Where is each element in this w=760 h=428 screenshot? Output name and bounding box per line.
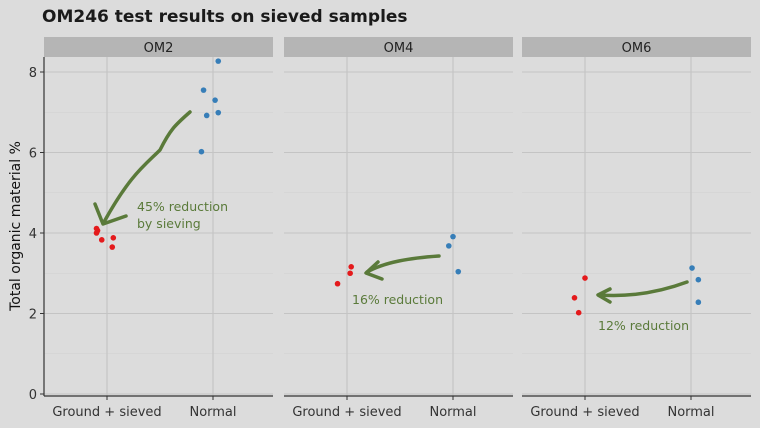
data-point-normal (203, 112, 210, 119)
annotation-text: 16% reduction (352, 292, 443, 307)
panel-om4: OM4 Ground + sieved Normal 16% reduction (284, 37, 513, 420)
x-tick-label: Normal (189, 405, 236, 420)
data-point-ground-sieved (98, 237, 105, 243)
chart-title: OM246 test results on sieved samples (42, 7, 408, 27)
data-point-normal (455, 268, 462, 275)
data-point-normal (212, 97, 218, 103)
annotation-text: 45% reduction (137, 199, 228, 214)
panel-om2: OM2 Ground + sieved Normal 0 2 4 6 8 45% reducti… (29, 37, 273, 420)
data-point-normal (198, 148, 205, 155)
data-point-normal (200, 87, 207, 93)
data-point-normal (215, 58, 222, 64)
annotation-text: by sieving (137, 216, 201, 231)
data-point-ground-sieved (575, 309, 582, 316)
data-point-ground-sieved (110, 235, 117, 241)
y-tick-label: 4 (29, 227, 37, 242)
annotation-arrowhead (596, 287, 612, 304)
facet-strip (284, 37, 513, 57)
annotation-arrow (598, 280, 689, 298)
facet-strip (522, 37, 751, 57)
panel-om6: OM6 Ground + sieved Normal 12% reduction (522, 37, 751, 420)
y-tick-label: 6 (29, 147, 37, 162)
data-point-normal (450, 233, 456, 240)
x-tick-label: Normal (667, 405, 714, 420)
data-point-ground-sieved (348, 264, 355, 270)
data-point-normal (215, 109, 222, 116)
data-point-ground-sieved (571, 295, 578, 301)
y-tick-label: 2 (29, 308, 37, 323)
facet-strip-label: OM2 (144, 41, 174, 56)
data-point-ground-sieved (109, 244, 116, 250)
facet-strip-label: OM6 (622, 41, 652, 56)
data-point-normal (689, 265, 695, 271)
x-tick-label: Ground + sieved (52, 405, 161, 420)
data-point-normal (446, 243, 452, 249)
data-point-normal (695, 276, 702, 283)
data-point-ground-sieved (334, 280, 341, 287)
x-tick-label: Ground + sieved (530, 405, 639, 420)
x-tick-label: Ground + sieved (292, 405, 401, 420)
y-tick-label: 0 (29, 388, 37, 403)
facet-strip (44, 37, 273, 57)
annotation-text: 12% reduction (598, 318, 689, 333)
facet-strip-label: OM4 (384, 41, 414, 56)
data-point-ground-sieved (347, 270, 353, 277)
x-tick-label: Normal (429, 405, 476, 420)
data-point-ground-sieved (582, 275, 588, 281)
annotation-arrowhead (93, 202, 128, 226)
data-point-ground-sieved (93, 230, 100, 236)
y-tick-label: 8 (29, 66, 37, 81)
y-axis-label: Total organic material % (8, 141, 24, 312)
annotation-arrow (102, 110, 192, 224)
annotation-arrowhead (364, 260, 384, 281)
data-point-normal (695, 299, 702, 306)
